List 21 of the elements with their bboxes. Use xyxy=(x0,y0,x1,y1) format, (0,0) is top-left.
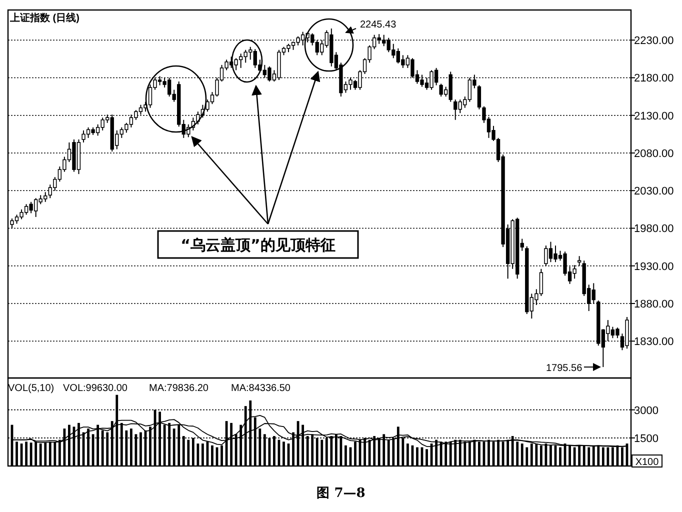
y-tick-label: 2130.00 xyxy=(634,110,674,122)
chart-title: 上证指数 (日线) xyxy=(9,12,80,24)
caption: 图 7—8 xyxy=(316,486,366,501)
y-tick-label: 1930.00 xyxy=(634,260,674,273)
annotation: MA:84336.50 xyxy=(231,383,291,394)
y-tick-label: 1980.00 xyxy=(634,223,674,236)
y-tick-label: 2030.00 xyxy=(634,186,674,198)
y-tick-label: 3000 xyxy=(634,404,658,417)
text: VOL(5,10) xyxy=(8,383,54,394)
y-tick-label: 1880.00 xyxy=(634,298,674,310)
annotation: VOL:99630.00 xyxy=(63,383,128,394)
annotation: 1795.56 xyxy=(546,363,583,374)
y-tick-label: 2180.00 xyxy=(634,72,674,85)
y-tick-label: 2080.00 xyxy=(634,148,674,160)
annotation: “乌云盖顶”的见顶特征 xyxy=(180,236,336,254)
y-tick-label: 2230.00 xyxy=(634,35,674,48)
y-tick-label: 1830.00 xyxy=(634,336,674,348)
y-tick-label: 1500 xyxy=(634,432,658,445)
y-axis-title: X100 xyxy=(635,457,660,468)
annotation: MA:79836.20 xyxy=(149,383,209,394)
annotation: 2245.43 xyxy=(360,19,397,30)
